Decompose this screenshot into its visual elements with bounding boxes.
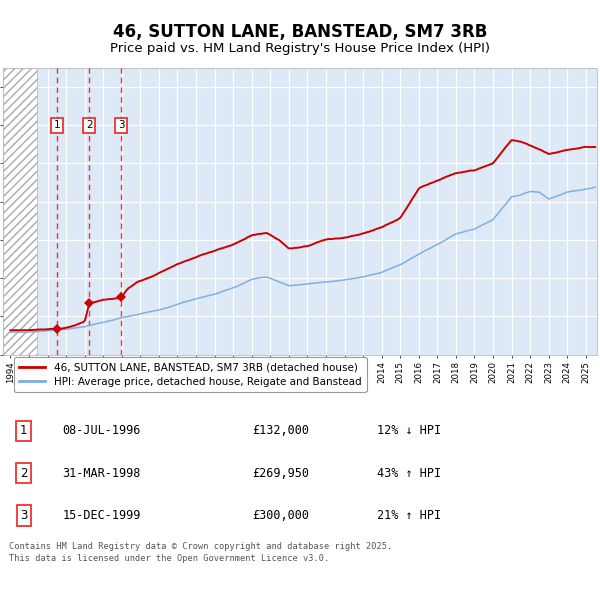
Text: 12% ↓ HPI: 12% ↓ HPI [377,424,442,437]
Text: Contains HM Land Registry data © Crown copyright and database right 2025.
This d: Contains HM Land Registry data © Crown c… [9,542,392,563]
Legend: 46, SUTTON LANE, BANSTEAD, SM7 3RB (detached house), HPI: Average price, detache: 46, SUTTON LANE, BANSTEAD, SM7 3RB (deta… [14,358,367,392]
Text: 31-MAR-1998: 31-MAR-1998 [62,467,141,480]
Text: 3: 3 [118,120,124,130]
Text: 15-DEC-1999: 15-DEC-1999 [62,509,141,522]
Text: 43% ↑ HPI: 43% ↑ HPI [377,467,442,480]
Text: 21% ↑ HPI: 21% ↑ HPI [377,509,442,522]
Text: 1: 1 [20,424,28,437]
Text: £132,000: £132,000 [253,424,310,437]
Text: 3: 3 [20,509,28,522]
Text: Price paid vs. HM Land Registry's House Price Index (HPI): Price paid vs. HM Land Registry's House … [110,42,490,55]
Text: £269,950: £269,950 [253,467,310,480]
Text: 2: 2 [86,120,92,130]
Text: 46, SUTTON LANE, BANSTEAD, SM7 3RB: 46, SUTTON LANE, BANSTEAD, SM7 3RB [113,24,487,41]
Text: 2: 2 [20,467,28,480]
Text: £300,000: £300,000 [253,509,310,522]
Bar [3,68,37,355]
Text: 1: 1 [54,120,61,130]
Text: 08-JUL-1996: 08-JUL-1996 [62,424,141,437]
